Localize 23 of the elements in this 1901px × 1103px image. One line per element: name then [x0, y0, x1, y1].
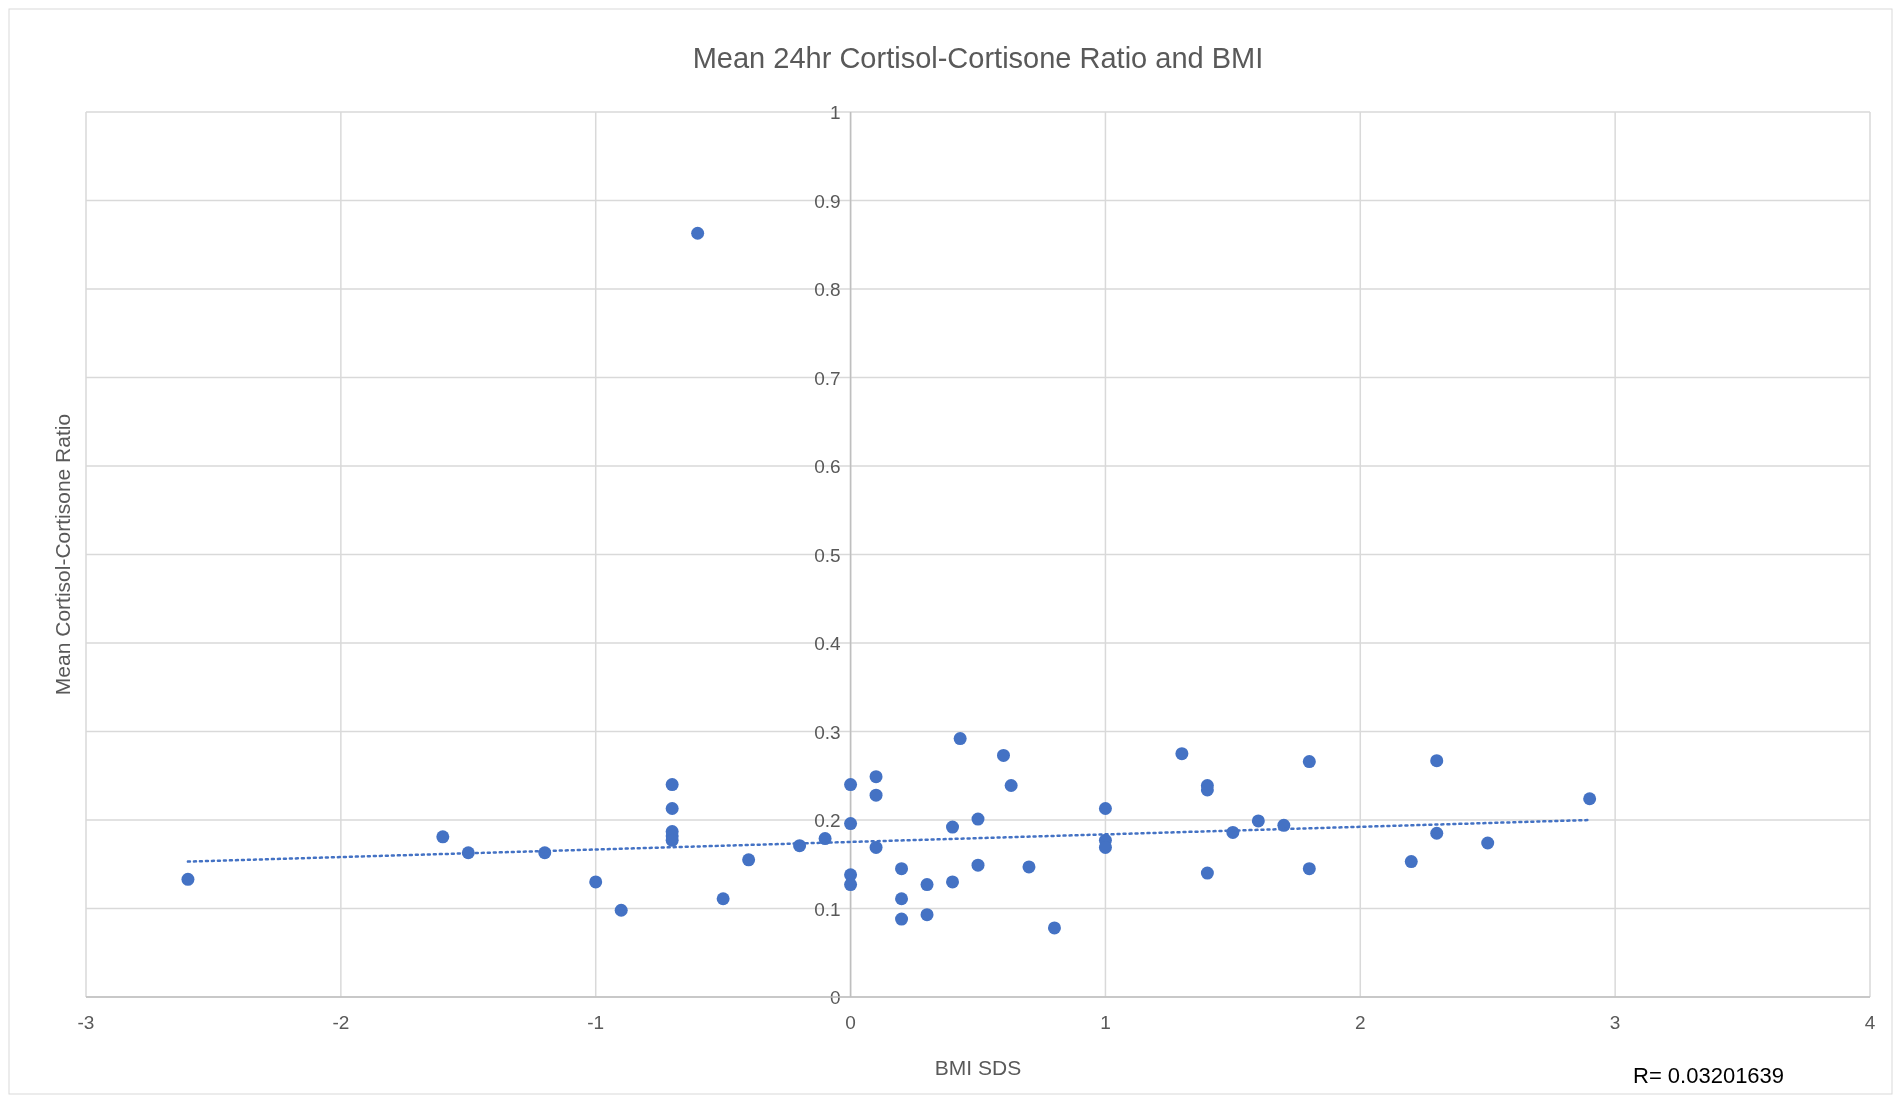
x-tick-label: -1 — [587, 1012, 605, 1033]
x-tick-label: 0 — [845, 1012, 856, 1033]
y-tick-label: 0.2 — [814, 810, 841, 831]
chart-title: Mean 24hr Cortisol-Cortisone Ratio and BMI — [692, 42, 1264, 74]
y-tick-label: 0.9 — [814, 190, 841, 212]
x-tick-label: 2 — [1355, 1012, 1366, 1033]
x-tick-label: -3 — [77, 1012, 95, 1033]
y-tick-label: 0.6 — [814, 456, 841, 477]
y-tick-label: 0.3 — [814, 721, 841, 743]
y-tick-label: 0.8 — [814, 279, 841, 300]
x-tick-label: 1 — [1100, 1012, 1111, 1033]
x-tick-label: 4 — [1864, 1012, 1876, 1033]
y-tick-label: 0 — [829, 987, 841, 1008]
y-tick-label: 0.4 — [814, 633, 841, 654]
y-tick-label: 1 — [829, 102, 841, 123]
y-tick-label: 0.7 — [814, 367, 841, 389]
x-axis-title: BMI SDS — [934, 1056, 1022, 1079]
y-tick-label: 0.5 — [814, 544, 841, 566]
x-tick-label: -2 — [332, 1012, 350, 1033]
x-tick-label: 3 — [1609, 1012, 1621, 1033]
y-axis-title: Mean Cortisol-Cortisone Ratio — [51, 413, 74, 696]
y-tick-label: 0.1 — [814, 898, 841, 920]
text: R= 0.03201639 — [1633, 1063, 1785, 1088]
